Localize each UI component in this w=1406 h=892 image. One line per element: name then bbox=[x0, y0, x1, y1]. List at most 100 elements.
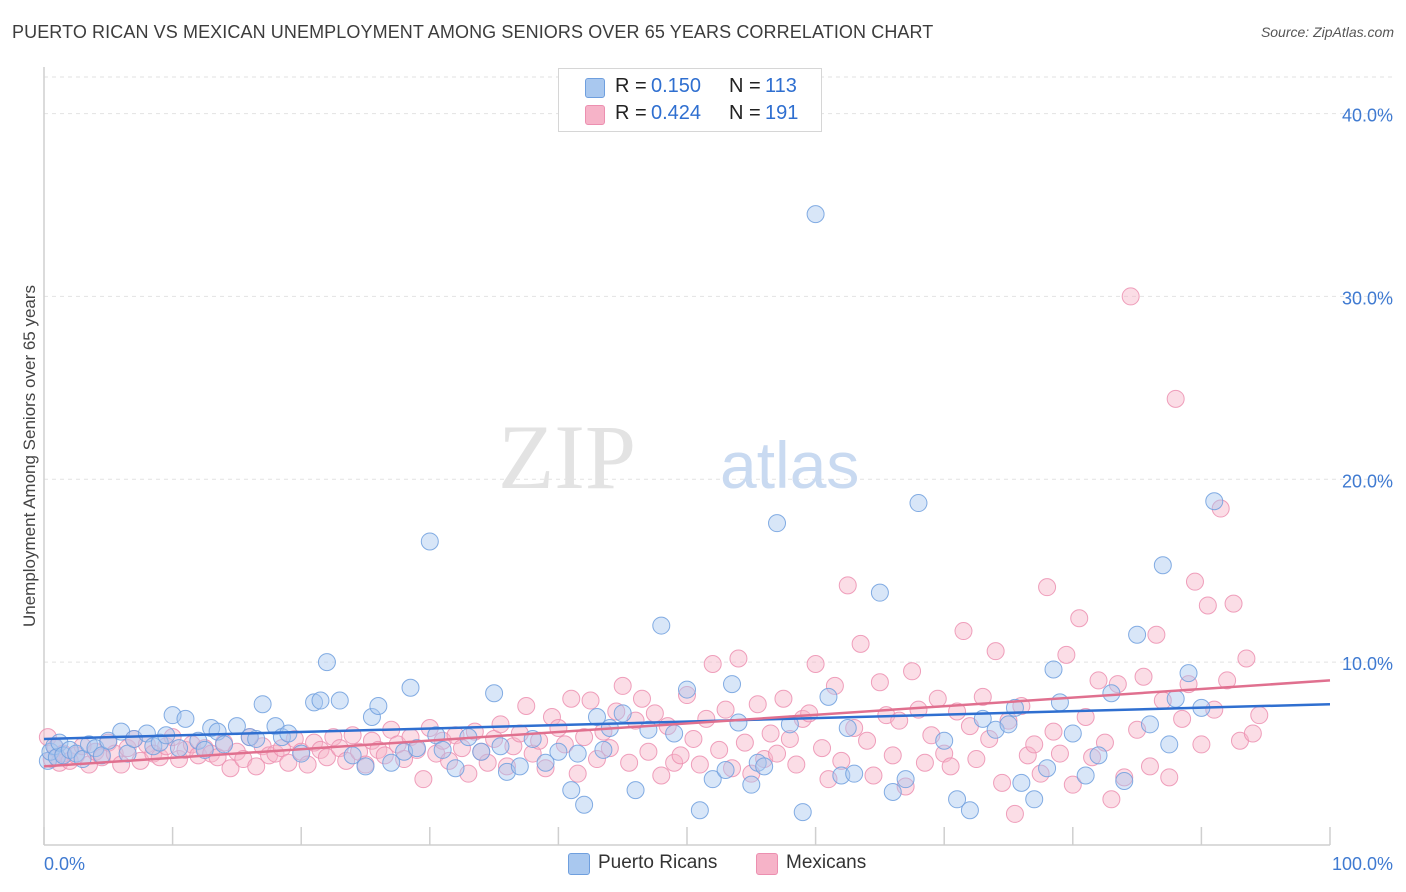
puerto-rican-point bbox=[568, 744, 587, 763]
mexican-point bbox=[973, 687, 992, 706]
mexican-point bbox=[414, 770, 433, 789]
legend-r-label: R = bbox=[615, 75, 647, 97]
mexican-point bbox=[1179, 675, 1198, 694]
mexican-point bbox=[298, 755, 317, 774]
mexican-point bbox=[1076, 708, 1095, 726]
mexican-point bbox=[832, 751, 851, 770]
puerto-rican-point bbox=[1012, 773, 1031, 792]
mexican-point bbox=[491, 715, 510, 734]
mexican-point bbox=[517, 697, 536, 716]
puerto-rican-point bbox=[723, 675, 742, 694]
mexican-point bbox=[549, 718, 568, 737]
puerto-ricans-trend-line bbox=[43, 702, 1331, 741]
mexican-point bbox=[870, 673, 889, 692]
mexican-point bbox=[1083, 748, 1102, 767]
mexican-point bbox=[1025, 735, 1044, 754]
mexican-point bbox=[684, 729, 703, 748]
mexican-point bbox=[1018, 746, 1037, 765]
puerto-rican-point bbox=[472, 742, 491, 761]
mexican-point bbox=[883, 746, 902, 765]
legend-r-value: 0.424 bbox=[651, 102, 702, 124]
mexican-point bbox=[1038, 578, 1057, 597]
source-label: Source: ZipAtlas.com bbox=[1260, 24, 1394, 40]
mexican-point bbox=[652, 766, 671, 785]
legend-n-label: N = bbox=[729, 75, 761, 97]
puerto-rican-point bbox=[1063, 724, 1082, 743]
puerto-rican-point bbox=[420, 532, 439, 551]
mexican-point bbox=[324, 728, 343, 747]
chart-title: PUERTO RICAN VS MEXICAN UNEMPLOYMENT AMO… bbox=[12, 22, 934, 42]
legend-n-value: 191 bbox=[765, 102, 799, 124]
puerto-rican-point bbox=[401, 678, 420, 697]
mexican-point bbox=[697, 709, 716, 728]
puerto-rican-point bbox=[369, 697, 388, 716]
puerto-rican-point bbox=[626, 781, 645, 800]
puerto-rican-point bbox=[446, 759, 465, 778]
puerto-rican-point bbox=[1166, 689, 1185, 708]
legend-swatch-blue bbox=[585, 78, 605, 98]
mexican-point bbox=[903, 662, 922, 681]
puerto-rican-point bbox=[613, 704, 632, 723]
mexican-point bbox=[562, 689, 581, 708]
puerto-rican-point bbox=[755, 757, 774, 776]
mexican-point bbox=[729, 649, 748, 668]
puerto-rican-point bbox=[549, 742, 568, 761]
mexican-point bbox=[1192, 735, 1211, 754]
puerto-rican-point bbox=[806, 205, 825, 224]
mexican-point bbox=[613, 676, 632, 695]
legend-swatch-blue bbox=[568, 853, 590, 875]
mexican-point bbox=[1057, 645, 1076, 664]
mexican-point bbox=[1044, 722, 1063, 741]
mexican-point bbox=[993, 773, 1012, 792]
mexican-point bbox=[1224, 594, 1243, 613]
puerto-rican-point bbox=[768, 514, 787, 533]
puerto-rican-point bbox=[1025, 790, 1044, 809]
mexican-point bbox=[1185, 572, 1204, 591]
puerto-rican-point bbox=[716, 761, 735, 780]
mexican-point bbox=[1211, 499, 1230, 518]
mexican-point bbox=[825, 676, 844, 695]
mexican-point bbox=[1173, 709, 1192, 728]
mexican-point bbox=[915, 753, 934, 772]
y-tick-label: 40.0% bbox=[1342, 106, 1393, 126]
puerto-rican-point bbox=[407, 739, 426, 758]
puerto-rican-point bbox=[793, 803, 812, 822]
mexican-point bbox=[967, 750, 986, 769]
puerto-rican-point bbox=[587, 708, 606, 726]
mexican-point bbox=[1005, 804, 1024, 823]
mexicans-trend-line bbox=[43, 679, 1331, 768]
stats-legend: R = 0.150 N = 113 R = 0.424 N = 191 bbox=[558, 68, 822, 132]
puerto-rican-point bbox=[1179, 664, 1198, 683]
mexican-point bbox=[600, 739, 619, 758]
mexican-point bbox=[678, 686, 696, 705]
puerto-rican-point bbox=[652, 616, 671, 635]
puerto-rican-point bbox=[491, 737, 510, 756]
y-tick-label: 10.0% bbox=[1342, 654, 1393, 674]
puerto-rican-point bbox=[1128, 625, 1147, 644]
puerto-rican-point bbox=[1205, 492, 1224, 511]
mexican-point bbox=[632, 689, 651, 708]
mexican-point bbox=[813, 739, 832, 758]
watermark: ZIP atlas bbox=[498, 406, 859, 508]
mexican-point bbox=[568, 764, 587, 783]
mexican-point bbox=[948, 702, 967, 721]
puerto-rican-point bbox=[896, 770, 915, 789]
puerto-rican-point bbox=[594, 740, 613, 759]
puerto-rican-point bbox=[362, 708, 381, 726]
mexican-point bbox=[620, 753, 639, 772]
mexican-point bbox=[941, 757, 960, 776]
legend-r-value: 0.150 bbox=[651, 75, 702, 97]
mexican-point bbox=[587, 750, 606, 769]
mexican-point bbox=[774, 689, 793, 708]
puerto-rican-point bbox=[562, 781, 581, 800]
mexican-point bbox=[665, 753, 684, 772]
mexican-point bbox=[1070, 609, 1089, 628]
puerto-rican-point bbox=[1102, 684, 1121, 703]
mexican-point bbox=[555, 735, 574, 754]
puerto-rican-point bbox=[1089, 746, 1108, 765]
puerto-rican-point bbox=[536, 753, 555, 772]
puerto-rican-point bbox=[382, 753, 401, 772]
puerto-rican-point bbox=[729, 713, 748, 732]
mexican-point bbox=[317, 748, 336, 767]
